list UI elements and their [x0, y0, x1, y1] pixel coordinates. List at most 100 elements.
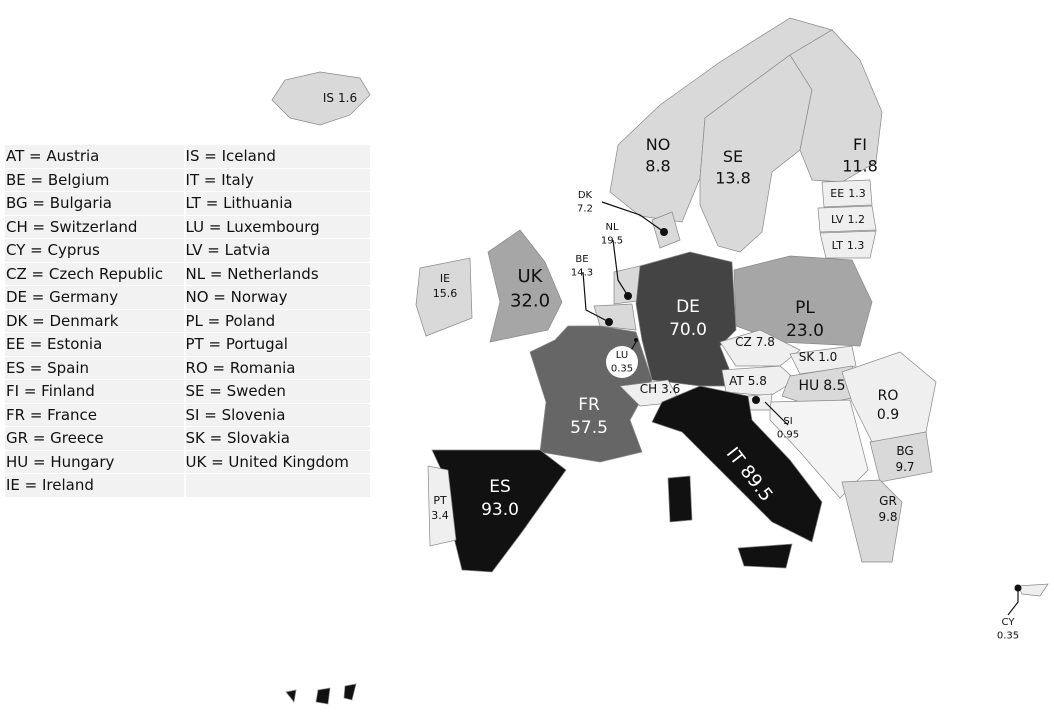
country-value-BE: 14.3 — [571, 268, 593, 279]
legend-entry: IE = Ireland — [5, 473, 185, 498]
legend-entry: SE = Sweden — [183, 379, 370, 404]
country-value-DE: 70.0 — [669, 320, 707, 340]
legend-entry: FI = Finland — [5, 379, 185, 404]
country-value-UK: 32.0 — [510, 290, 550, 311]
country-label-CZ: CZ 7.8 — [735, 335, 775, 349]
country-value-FI: 11.8 — [842, 157, 878, 176]
country-LT — [819, 230, 877, 259]
country-BE — [593, 303, 637, 331]
legend-entry: SK = Slovakia — [183, 426, 370, 451]
country-label-CH: CH 3.6 — [640, 382, 681, 396]
country-GR — [841, 479, 903, 563]
country-label-BG: BG — [896, 444, 913, 458]
country-label-LU: LU — [616, 350, 628, 361]
country-label-ES: ES — [489, 477, 511, 497]
legend-entry — [183, 473, 370, 498]
country-CY — [1017, 583, 1049, 597]
country-code: AT — [729, 374, 744, 388]
country-label-FI: FI — [853, 135, 867, 154]
country-value: 7.8 — [756, 335, 775, 349]
country-UK — [487, 229, 563, 343]
country-BG — [869, 431, 933, 483]
country-label-SI: SI — [783, 416, 792, 427]
legend-row: CH = Switzerland LU = Luxembourg — [5, 215, 370, 239]
country-value-GR: 9.8 — [878, 510, 897, 524]
country-value-DK: 7.2 — [577, 204, 593, 215]
country-IS — [271, 71, 371, 126]
country-value-NO: 8.8 — [645, 157, 670, 176]
legend-entry: CZ = Czech Republic — [5, 262, 185, 286]
legend-row: EE = Estonia PT = Portugal — [5, 332, 370, 357]
legend-row: IE = Ireland — [5, 473, 370, 498]
country-label-AT: AT 5.8 — [729, 374, 767, 388]
country-EE — [821, 179, 873, 208]
legend-entry: GR = Greece — [5, 426, 185, 451]
legend-row: CZ = Czech Republic NL = Netherlands — [5, 262, 370, 286]
legend-entry: SI = Slovenia — [183, 403, 370, 427]
country-code: LT — [832, 239, 844, 252]
legend-entry: ES = Spain — [5, 356, 185, 380]
country-label-IS: IS 1.6 — [323, 91, 357, 105]
country-value: 1.0 — [818, 350, 837, 364]
legend-entry: AT = Austria — [5, 145, 185, 169]
legend-entry: DK = Denmark — [5, 309, 185, 333]
country-value-CY: 0.35 — [997, 631, 1019, 642]
legend-entry: IS = Iceland — [183, 145, 370, 169]
country-value-SE: 13.8 — [715, 169, 751, 188]
legend-row: BG = Bulgaria LT = Lithuania — [5, 191, 370, 216]
country-AT — [721, 365, 797, 397]
country-label-GR: GR — [879, 494, 897, 508]
legend-row: DK = Denmark PL = Poland — [5, 309, 370, 333]
country-code: SK — [799, 350, 816, 364]
country-IT — [651, 385, 823, 569]
country-code: LV — [831, 213, 844, 226]
legend-row: FI = Finland SE = Sweden — [5, 379, 370, 404]
country-code: CZ — [735, 335, 752, 349]
country-PT — [427, 465, 457, 547]
legend-entry: EE = Estonia — [5, 332, 185, 357]
legend-entry: NO = Norway — [183, 285, 370, 310]
country-label-DK: DK — [578, 190, 593, 201]
country-value-NL: 19.5 — [601, 236, 623, 247]
country-LV — [817, 205, 877, 233]
country-label-CY: CY — [1002, 617, 1016, 628]
legend-row: DE = Germany NO = Norway — [5, 285, 370, 310]
legend-entry: PL = Poland — [183, 309, 370, 333]
country-label-NL: NL — [605, 222, 618, 233]
country-label-LV: LV 1.2 — [831, 213, 865, 226]
country-code: EE — [830, 187, 844, 200]
country-SI — [747, 393, 773, 411]
country-value-ES: 93.0 — [481, 500, 519, 520]
country-label-EE: EE 1.3 — [830, 187, 865, 200]
country-value-BG: 9.7 — [895, 460, 914, 474]
country-CZ — [719, 329, 801, 367]
country-label-DE: DE — [676, 297, 700, 317]
country-balkans — [769, 399, 869, 499]
legend-row: BE = Belgium IT = Italy — [5, 168, 370, 192]
legend-entry: PT = Portugal — [183, 332, 370, 357]
country-PL — [733, 255, 873, 347]
country-label-PL: PL — [795, 298, 815, 318]
country-IE — [415, 257, 473, 337]
country-label-FR: FR — [578, 395, 600, 415]
country-label-IE: IE — [440, 272, 450, 285]
legend-entry: FR = France — [5, 403, 185, 427]
country-value: 1.6 — [338, 91, 357, 105]
legend-entry: LV = Latvia — [183, 238, 370, 263]
legend-entry: UK = United Kingdom — [183, 450, 370, 474]
country-label-SK: SK 1.0 — [799, 350, 838, 364]
country-value-PL: 23.0 — [786, 321, 824, 341]
country-code: CH — [640, 382, 657, 396]
legend-row: FR = France SI = Slovenia — [5, 403, 370, 427]
legend-entry: LT = Lithuania — [183, 191, 370, 216]
country-value-LU: 0.35 — [611, 364, 633, 375]
country-FI — [789, 29, 883, 183]
country-value-PT: 3.4 — [431, 509, 449, 522]
legend-entry: LU = Luxembourg — [183, 215, 370, 239]
country-SK — [789, 345, 857, 375]
country-value: 3.6 — [661, 382, 680, 396]
country-label-HU: HU 8.5 — [798, 378, 845, 394]
country-code-legend: AT = Austria IS = Iceland BE = Belgium IT =… — [5, 145, 370, 498]
lu-label-circle — [606, 346, 638, 378]
